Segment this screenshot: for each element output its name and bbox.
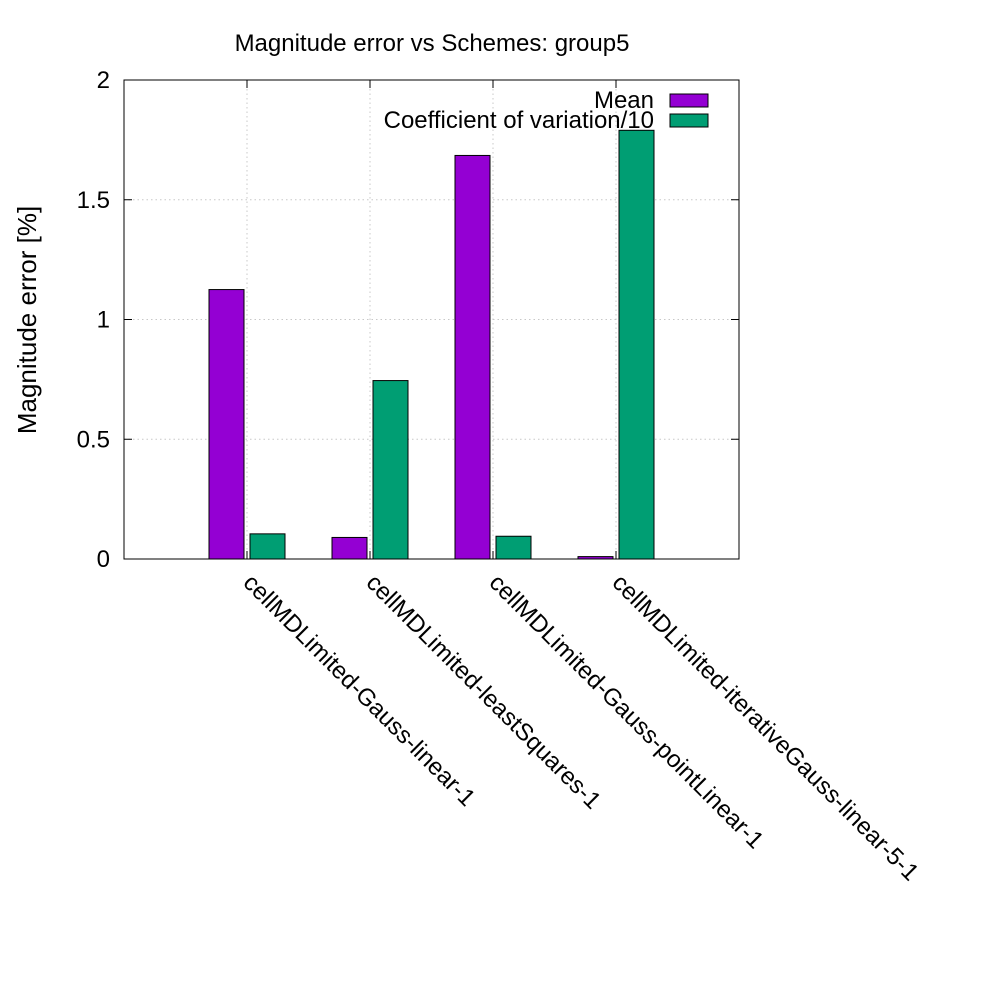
x-category-label: cellMDLimited-Gauss-pointLinear-1 <box>484 569 769 854</box>
bar-mean-2 <box>331 536 368 560</box>
bar-cov-3 <box>495 535 532 560</box>
bar-cov-4 <box>618 129 655 560</box>
y-tick-label: 1 <box>97 307 110 334</box>
bars <box>208 129 655 560</box>
bar-cov-1 <box>249 533 286 560</box>
y-tick-label: 2 <box>97 67 110 94</box>
legend-label: Coefficient of variation/10 <box>384 107 654 134</box>
y-tick-label: 1.5 <box>77 187 110 214</box>
x-category-label: cellMDLimited-leastSquares-1 <box>361 569 606 814</box>
bar-mean-1 <box>208 289 245 560</box>
grid-lines <box>124 80 739 559</box>
bar-mean-3 <box>454 154 491 560</box>
legend-swatch <box>669 93 709 108</box>
legend-swatch <box>669 113 709 128</box>
legend-label: Mean <box>594 87 654 114</box>
x-axis-category-labels: cellMDLimited-Gauss-linear-1cellMDLimite… <box>238 569 924 886</box>
y-tick-label: 0.5 <box>77 426 110 453</box>
x-category-label: cellMDLimited-Gauss-linear-1 <box>238 569 481 812</box>
y-axis-ticks: 0 0.5 1 1.5 2 <box>77 67 739 573</box>
y-axis-label: Magnitude error [%] <box>12 206 42 434</box>
chart-title: Magnitude error vs Schemes: group5 <box>235 30 630 57</box>
bar-cov-2 <box>372 380 409 560</box>
y-tick-label: 0 <box>97 546 110 573</box>
